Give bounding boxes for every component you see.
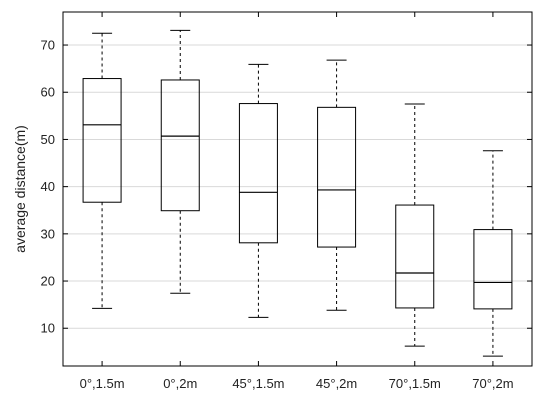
y-axis-ticks: 10 20 30 40 50 60 70 [41,38,532,336]
iqr-box [473,229,513,310]
box-5 [395,103,435,347]
x-tick-label: 45°,1.5m [232,376,284,391]
x-tick-label: 70°,1.5m [389,376,441,391]
x-axis-ticks: 0°,1.5m 0°,2m 45°,1.5m 45°,2m 70°,1.5m 70°,2m [80,12,514,391]
y-tick-label: 50 [41,132,55,147]
y-tick-label: 20 [41,274,55,289]
plot-area-frame [62,11,533,367]
iqr-box [238,103,278,244]
box-2 [160,29,200,294]
y-axis-label: average distance(m) [12,125,28,253]
iqr-box [82,78,122,203]
iqr-box [317,106,357,248]
x-tick-label: 0°,1.5m [80,376,125,391]
grid-lines [63,44,532,329]
x-tick-label: 45°,2m [316,376,357,391]
x-tick-label: 70°,2m [472,376,513,391]
y-tick-label: 30 [41,226,55,241]
x-tick-label: 0°,2m [163,376,197,391]
box-plot-series [82,29,513,357]
iqr-box [160,79,200,212]
box-1 [82,32,122,309]
box-6 [473,150,513,357]
y-tick-label: 40 [41,179,55,194]
box-4 [317,59,357,311]
y-tick-label: 10 [41,321,55,336]
box-3 [238,63,278,318]
y-tick-label: 60 [41,85,55,100]
y-tick-label: 70 [41,38,55,53]
iqr-box [395,204,435,309]
